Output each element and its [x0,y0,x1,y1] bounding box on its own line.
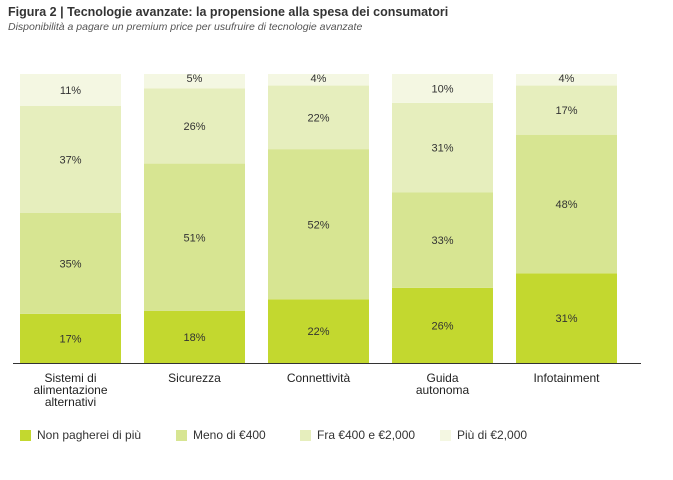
legend-item-fra-400-2000: Fra €400 e €2,000 [300,428,415,442]
data-label-meno-400-0: 35% [59,258,81,270]
category-label-line: Guida [426,371,458,385]
category-label-line: Infotainment [533,371,600,385]
legend-swatch-fra-400-2000 [300,429,311,441]
data-label-piu-2000-3: 10% [431,83,453,95]
bar-segment-piu-2000-4 [516,74,617,86]
category-label-2: Connettività [287,371,351,385]
legend-label-fra-400-2000: Fra €400 e €2,000 [317,428,416,442]
data-label-piu-2000-2: 4% [311,73,327,85]
data-label-meno-400-3: 33% [431,235,453,247]
bar-segment-meno-400-2 [268,149,369,300]
chart-legend: Non pagherei di più Meno di €400 Fra €400 … [20,428,660,444]
bar-segment-non-pagherei-3 [392,287,493,363]
data-label-piu-2000-4: 4% [559,73,575,85]
category-label-line: alimentazione [33,383,107,397]
data-label-non-pagherei-4: 31% [555,313,577,325]
bar-segment-non-pagherei-4 [516,273,617,363]
category-label-line: autonoma [416,383,470,397]
bar-segment-piu-2000-2 [268,74,369,86]
chart-subtitle: Disponibilità a pagare un premium price … [8,21,363,33]
category-label-4: Infotainment [533,371,600,385]
category-label-1: Sicurezza [168,371,221,385]
category-label-0: Sistemi di alimentazione alternativi [33,371,107,409]
legend-label-piu-2000: Più di €2,000 [457,428,528,442]
category-label-line: Connettività [287,371,351,385]
legend-swatch-piu-2000 [440,429,451,441]
category-label-line: alternativi [45,395,96,409]
bar-segment-fra-400-2000-3 [392,102,493,193]
bar-segment-fra-400-2000-4 [516,85,617,135]
bar-segment-meno-400-4 [516,134,617,274]
data-label-meno-400-2: 52% [307,219,329,231]
bar-segment-non-pagherei-2 [268,299,369,363]
data-label-piu-2000-1: 5% [187,73,203,85]
chart-title: Figura 2 | Tecnologie avanzate: la prope… [8,5,449,19]
data-label-fra-400-2000-0: 37% [59,154,81,166]
bar-segment-meno-400-1 [144,163,245,311]
bar-segment-meno-400-0 [20,212,121,314]
category-label-line: Sistemi di [44,371,96,385]
bar-segment-piu-2000-1 [144,74,245,89]
bars-layer [20,74,617,363]
bar-segment-fra-400-2000-0 [20,105,121,213]
legend-item-non-pagherei: Non pagherei di più [20,428,141,442]
data-label-fra-400-2000-4: 17% [555,105,577,117]
segment-labels-layer: 17% 35% 37% 11% 18% 51% 26% 5% 22% 52% 22% 4% 26% 33%… [59,73,577,345]
legend-item-meno-400: Meno di €400 [176,428,266,442]
data-label-fra-400-2000-2: 22% [307,112,329,124]
data-label-meno-400-1: 51% [183,232,205,244]
figure-header: Figura 2 | Tecnologie avanzate: la prope… [8,5,663,34]
bar-segment-piu-2000-3 [392,74,493,103]
bar-segment-non-pagherei-1 [144,310,245,363]
bar-segment-non-pagherei-0 [20,313,121,363]
data-label-fra-400-2000-3: 31% [431,143,453,155]
bar-segment-meno-400-3 [392,192,493,288]
legend-swatch-non-pagherei [20,429,31,441]
bar-segment-fra-400-2000-2 [268,85,369,150]
data-label-non-pagherei-2: 22% [307,326,329,338]
legend-item-piu-2000: Più di €2,000 [440,428,527,442]
data-label-fra-400-2000-1: 26% [183,121,205,133]
bar-segment-fra-400-2000-1 [144,88,245,164]
category-label-3: Guida autonoma [416,371,470,397]
category-label-line: Sicurezza [168,371,221,385]
bar-segment-piu-2000-0 [20,74,121,106]
data-label-meno-400-4: 48% [555,199,577,211]
data-label-piu-2000-0: 11% [60,85,81,97]
data-label-non-pagherei-1: 18% [183,332,205,344]
stacked-bar-chart: 17% 35% 37% 11% 18% 51% 26% 5% 22% 52% 22% 4% 26% 33%… [13,73,641,409]
data-label-non-pagherei-3: 26% [431,320,453,332]
legend-swatch-meno-400 [176,429,187,441]
legend-label-meno-400: Meno di €400 [193,428,266,442]
category-labels-layer: Sistemi di alimentazione alternativi Sicure… [33,371,600,409]
legend-label-non-pagherei: Non pagherei di più [37,428,142,442]
data-label-non-pagherei-0: 17% [59,333,81,345]
